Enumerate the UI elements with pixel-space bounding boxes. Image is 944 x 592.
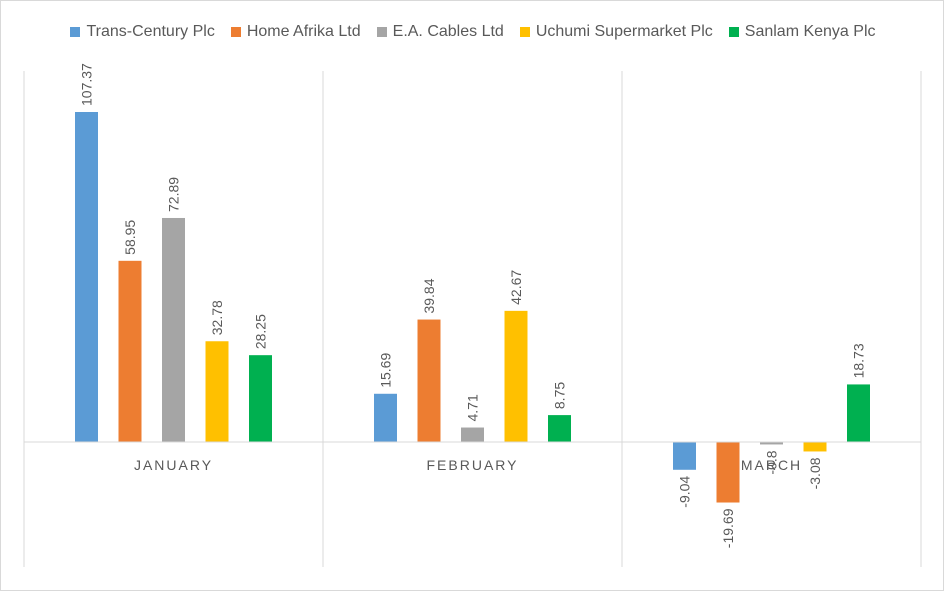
legend-label: E.A. Cables Ltd bbox=[392, 23, 504, 40]
data-label: 4.71 bbox=[465, 394, 481, 421]
bar bbox=[673, 442, 696, 470]
data-label: 8.75 bbox=[552, 382, 568, 409]
bar bbox=[249, 355, 272, 442]
legend-swatch bbox=[230, 27, 241, 37]
legend-label: Sanlam Kenya Plc bbox=[744, 23, 876, 40]
legend-item: Trans-Century Plc bbox=[70, 23, 215, 41]
category-label: JANUARY bbox=[134, 457, 213, 473]
bar bbox=[716, 442, 740, 503]
legend-item: Uchumi Supermarket Plc bbox=[519, 23, 713, 41]
data-label: -9.04 bbox=[677, 476, 693, 508]
category-label: MARCH bbox=[741, 457, 802, 473]
data-label: 58.95 bbox=[122, 220, 138, 255]
bar bbox=[118, 260, 142, 442]
legend: Trans-Century Plc Home Afrika Ltd E.A. Cab… bbox=[1, 19, 944, 45]
data-label: 72.89 bbox=[166, 177, 182, 212]
legend-swatch bbox=[728, 27, 739, 37]
data-label: 42.67 bbox=[508, 270, 524, 305]
legend-item: E.A. Cables Ltd bbox=[376, 23, 504, 41]
bar bbox=[760, 442, 783, 445]
bar bbox=[205, 341, 229, 442]
bar bbox=[504, 310, 528, 442]
data-label: 18.73 bbox=[851, 343, 867, 378]
legend-label: Trans-Century Plc bbox=[86, 23, 215, 40]
legend-item: Home Afrika Ltd bbox=[230, 23, 361, 41]
data-label: 15.69 bbox=[378, 353, 394, 388]
legend-label: Uchumi Supermarket Plc bbox=[535, 23, 713, 40]
legend-item: Sanlam Kenya Plc bbox=[728, 23, 876, 41]
data-label: 32.78 bbox=[209, 300, 225, 335]
legend-swatch bbox=[519, 27, 530, 37]
bar bbox=[847, 384, 870, 442]
bar bbox=[374, 393, 397, 442]
data-label: -19.69 bbox=[720, 508, 736, 548]
bar bbox=[803, 442, 827, 452]
data-label: 39.84 bbox=[421, 278, 437, 313]
data-label: 107.37 bbox=[79, 63, 95, 106]
data-label: -0.8 bbox=[764, 450, 780, 474]
bar bbox=[461, 427, 484, 442]
bar bbox=[548, 415, 571, 442]
data-label: 28.25 bbox=[253, 314, 269, 349]
bar bbox=[162, 217, 185, 442]
data-label: -3.08 bbox=[807, 457, 823, 489]
bar bbox=[417, 319, 441, 442]
legend-label: Home Afrika Ltd bbox=[246, 23, 361, 40]
legend-swatch bbox=[70, 27, 81, 37]
category-label: FEBRUARY bbox=[427, 457, 519, 473]
bar bbox=[75, 112, 98, 442]
legend-swatch bbox=[376, 27, 387, 37]
